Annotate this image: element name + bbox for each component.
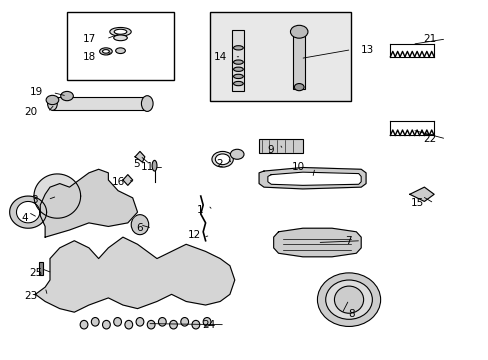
Ellipse shape [136, 318, 143, 326]
Polygon shape [35, 237, 234, 312]
Bar [292, 32, 305, 89]
Text: 18: 18 [83, 52, 96, 62]
Ellipse shape [114, 318, 121, 326]
Ellipse shape [141, 96, 153, 111]
Polygon shape [34, 174, 81, 218]
Ellipse shape [215, 154, 229, 165]
Polygon shape [135, 152, 144, 162]
Text: 7: 7 [344, 236, 351, 246]
Text: 13: 13 [361, 45, 374, 55]
Ellipse shape [158, 318, 166, 326]
Ellipse shape [147, 320, 155, 329]
Text: 8: 8 [347, 309, 354, 319]
Ellipse shape [294, 84, 304, 91]
Text: 24: 24 [202, 320, 215, 330]
Ellipse shape [102, 320, 110, 329]
Polygon shape [17, 202, 40, 223]
Ellipse shape [233, 60, 243, 64]
Ellipse shape [325, 280, 372, 319]
Text: 22: 22 [423, 134, 436, 144]
Polygon shape [40, 169, 137, 237]
Ellipse shape [334, 286, 363, 313]
Ellipse shape [233, 46, 243, 50]
Text: 1: 1 [196, 205, 203, 215]
Text: 16: 16 [112, 177, 125, 187]
Ellipse shape [169, 320, 177, 329]
Ellipse shape [124, 320, 132, 329]
Text: 25: 25 [29, 268, 42, 278]
Ellipse shape [233, 74, 243, 78]
Bar [39, 262, 43, 275]
Ellipse shape [152, 160, 157, 171]
Text: 11: 11 [141, 162, 154, 172]
Polygon shape [409, 187, 433, 202]
Ellipse shape [80, 320, 88, 329]
Text: 6: 6 [136, 223, 142, 233]
Bar [232, 30, 244, 91]
Text: 19: 19 [29, 87, 42, 98]
Text: 15: 15 [410, 198, 424, 208]
Text: 23: 23 [24, 291, 38, 301]
Ellipse shape [230, 149, 244, 159]
Text: 20: 20 [25, 107, 38, 117]
Text: 3: 3 [31, 195, 38, 204]
Bar [259, 139, 302, 153]
Bar [210, 12, 351, 102]
Ellipse shape [61, 91, 73, 101]
Ellipse shape [114, 35, 127, 41]
Polygon shape [259, 167, 366, 189]
Ellipse shape [100, 48, 112, 55]
Ellipse shape [290, 25, 307, 38]
Text: 5: 5 [133, 159, 140, 169]
Text: 14: 14 [214, 52, 227, 62]
Ellipse shape [317, 273, 380, 327]
Polygon shape [267, 172, 361, 185]
Text: 10: 10 [291, 162, 305, 172]
Ellipse shape [233, 67, 243, 71]
Ellipse shape [46, 95, 59, 105]
Ellipse shape [116, 48, 125, 54]
Text: 12: 12 [187, 230, 201, 240]
Ellipse shape [114, 29, 126, 34]
Text: 17: 17 [83, 34, 96, 44]
Ellipse shape [47, 97, 57, 111]
Ellipse shape [192, 320, 200, 329]
Text: 4: 4 [21, 212, 28, 222]
Ellipse shape [211, 152, 233, 167]
Ellipse shape [181, 318, 188, 326]
Text: 21: 21 [423, 34, 436, 44]
Polygon shape [10, 196, 46, 228]
Ellipse shape [131, 215, 148, 235]
Text: 2: 2 [216, 159, 222, 169]
Ellipse shape [110, 27, 131, 36]
Bar [52, 97, 147, 111]
Bar [67, 12, 174, 80]
Polygon shape [273, 228, 361, 257]
Ellipse shape [102, 50, 109, 53]
Ellipse shape [91, 318, 99, 326]
Text: 9: 9 [266, 145, 273, 155]
Polygon shape [122, 175, 132, 185]
Ellipse shape [203, 318, 210, 326]
Ellipse shape [233, 81, 243, 86]
